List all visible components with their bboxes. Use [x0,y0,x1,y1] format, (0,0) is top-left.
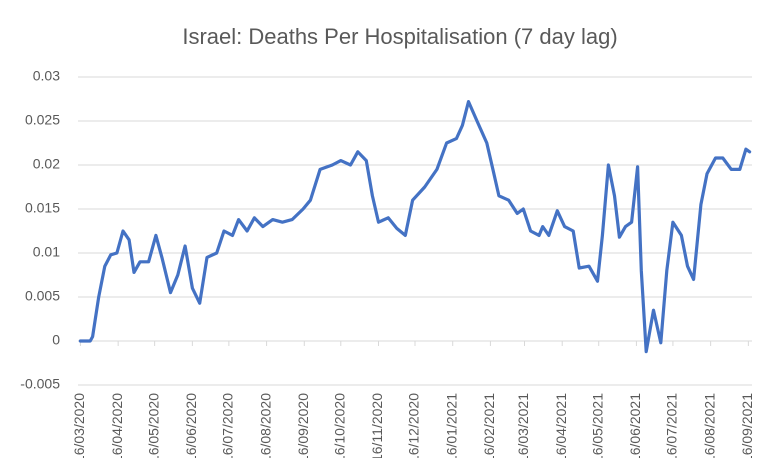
y-tick-label: 0 [52,332,60,348]
y-tick-label: -0.005 [20,376,60,392]
x-tick-label: 16/05/2020 [145,393,161,458]
x-tick-label: 16/06/2021 [627,393,643,458]
x-tick-label: 16/03/2021 [515,393,531,458]
data-line [78,100,752,354]
x-tick-label: 16/11/2020 [369,393,385,458]
x-tick-label: 16/04/2021 [553,393,569,458]
x-tick-label: 16/07/2021 [664,393,680,458]
x-tick-label: 16/07/2020 [220,393,236,458]
x-tick-label: 16/12/2020 [406,393,422,458]
chart-title: Israel: Deaths Per Hospitalisation (7 da… [182,24,617,49]
x-tick-label: 16/08/2021 [701,393,717,458]
x-tick-label: 16/08/2020 [257,393,273,458]
x-tick-label: 16/03/2020 [71,393,87,458]
y-tick-label: 0.02 [33,156,60,172]
x-tick-label: 16/01/2021 [443,393,459,458]
y-tick-label: 0.025 [25,112,60,128]
y-tick-label: 0.03 [33,68,60,84]
x-tick-label: 16/10/2020 [331,393,347,458]
x-tick-label: 16/05/2021 [589,393,605,458]
y-tick-label: 0.005 [25,288,60,304]
x-tick-label: 16/04/2020 [109,393,125,458]
x-tick-label: 16/09/2021 [739,393,755,458]
y-tick-label: 0.01 [33,244,60,260]
x-tick-label: 16/06/2020 [183,393,199,458]
x-tick-label: 16/02/2021 [481,393,497,458]
y-tick-label: 0.015 [25,200,60,216]
x-tick-label: 16/09/2020 [295,393,311,458]
